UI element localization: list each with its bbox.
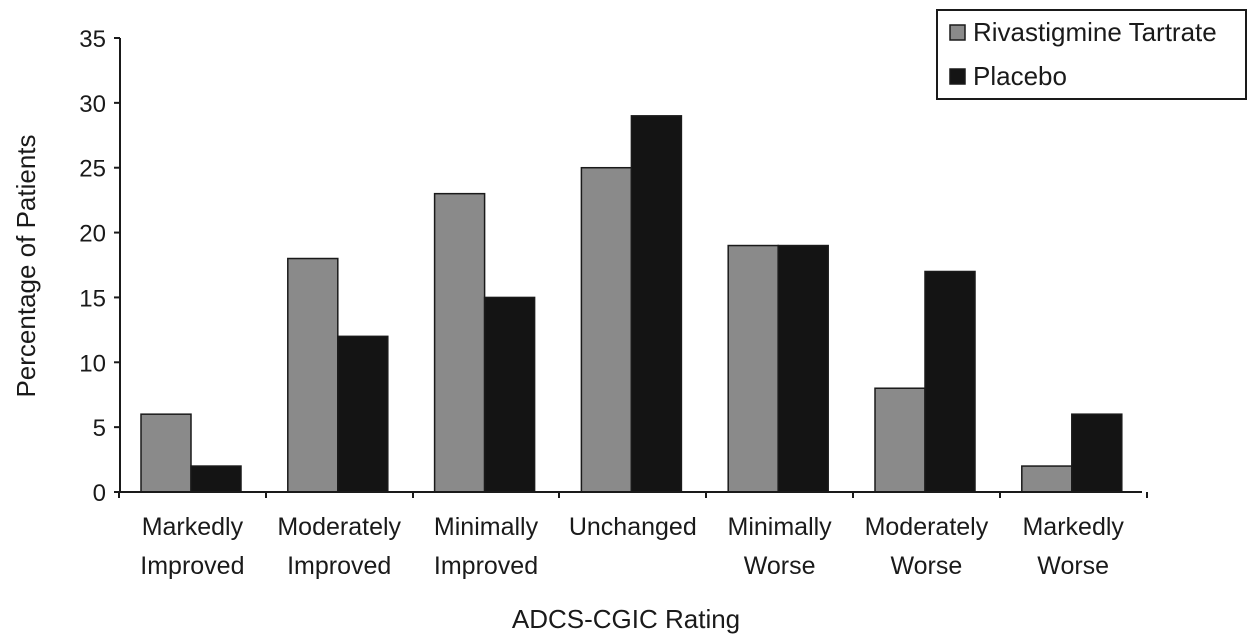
- x-category-label: Worse: [1037, 552, 1109, 580]
- x-category-label: Moderately: [277, 513, 401, 541]
- bar-placebo: [777, 244, 829, 493]
- x-category-label: Minimally: [728, 513, 833, 541]
- legend: Rivastigmine Tartrate Placebo: [936, 9, 1247, 100]
- y-ticks-layer: 0 5 10 15 20 25 30 35: [79, 26, 120, 507]
- bar-placebo: [483, 296, 536, 493]
- y-tick-label: 25: [79, 156, 106, 183]
- x-category-label: Improved: [140, 552, 244, 580]
- x-category-label: Unchanged: [569, 513, 697, 541]
- x-category-label: Markedly: [142, 513, 244, 541]
- bar-placebo: [924, 270, 976, 493]
- legend-frame: [936, 9, 1247, 100]
- x-category-label: Worse: [744, 552, 816, 580]
- legend-swatch-rivastigmine: [949, 24, 966, 41]
- x-category-label: Improved: [287, 552, 391, 580]
- bar-rivastigmine: [1021, 465, 1073, 493]
- x-categories-layer: Markedly Improved Moderately Improved Minima…: [140, 513, 1124, 580]
- y-axis-title: Percentage of Patients: [11, 134, 41, 397]
- y-tick-label: 35: [79, 26, 106, 53]
- y-tick-label: 5: [93, 415, 106, 442]
- bar-rivastigmine: [433, 192, 486, 493]
- axes-layer: [118, 38, 1148, 498]
- legend-label-rivastigmine: Rivastigmine Tartrate: [973, 17, 1217, 47]
- bar-placebo: [630, 115, 683, 493]
- x-category-label: Worse: [891, 552, 963, 580]
- y-tick-label: 30: [79, 91, 106, 118]
- y-tick-label: 15: [79, 285, 106, 312]
- y-tick-label: 20: [79, 221, 106, 248]
- x-category-label: Minimally: [434, 513, 539, 541]
- bar-placebo: [190, 465, 242, 493]
- x-category-label: Improved: [434, 552, 538, 580]
- bar-rivastigmine: [727, 244, 779, 493]
- bar-rivastigmine: [580, 166, 633, 493]
- x-category-label: Moderately: [865, 513, 989, 541]
- x-axis-title: ADCS-CGIC Rating: [512, 604, 740, 634]
- bar-rivastigmine: [874, 387, 926, 493]
- bar-rivastigmine: [287, 257, 339, 493]
- legend-label-placebo: Placebo: [973, 61, 1067, 91]
- legend-swatch-placebo: [949, 68, 966, 85]
- y-tick-label: 10: [79, 350, 106, 377]
- bar-placebo: [1071, 413, 1123, 493]
- y-tick-label: 0: [93, 480, 106, 507]
- bars-layer: [140, 115, 1123, 493]
- bar-rivastigmine: [140, 413, 192, 493]
- x-category-label: Markedly: [1022, 513, 1124, 541]
- bar-placebo: [337, 335, 389, 493]
